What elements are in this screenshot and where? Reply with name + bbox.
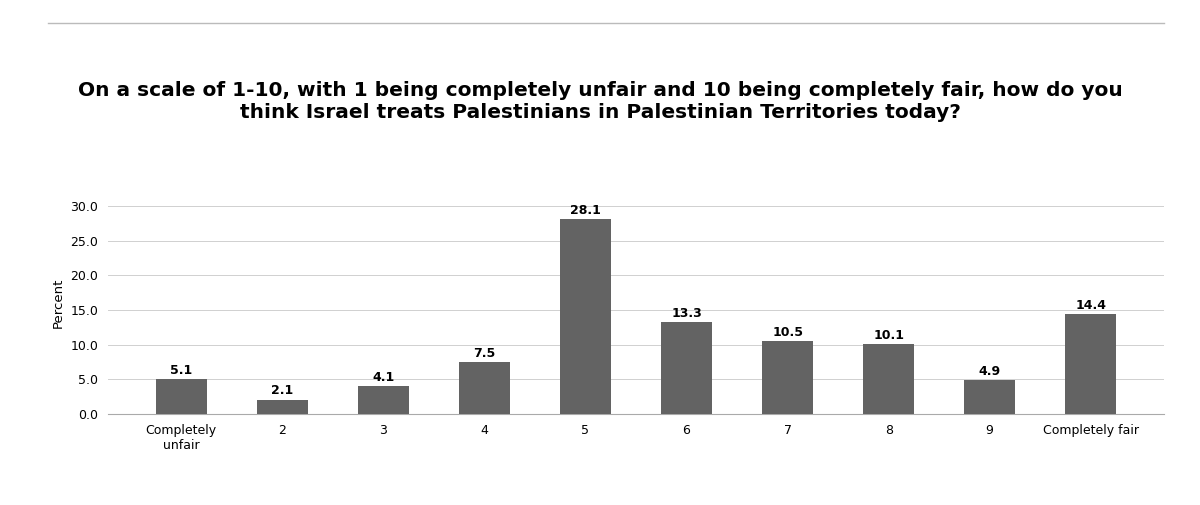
Text: 13.3: 13.3 — [671, 307, 702, 320]
Bar — [460, 362, 510, 414]
Text: 28.1: 28.1 — [570, 204, 601, 217]
Text: 4.1: 4.1 — [372, 371, 395, 384]
Bar — [1066, 314, 1116, 414]
Bar — [762, 341, 812, 414]
Text: 14.4: 14.4 — [1075, 299, 1106, 312]
Text: 10.1: 10.1 — [874, 329, 904, 342]
Bar — [560, 219, 611, 414]
Text: 4.9: 4.9 — [979, 365, 1001, 378]
Text: 7.5: 7.5 — [473, 347, 496, 360]
Bar — [358, 386, 409, 414]
Bar — [965, 380, 1015, 414]
Y-axis label: Percent: Percent — [52, 278, 65, 328]
Text: 10.5: 10.5 — [772, 326, 803, 339]
Text: On a scale of 1-10, with 1 being completely unfair and 10 being completely fair,: On a scale of 1-10, with 1 being complet… — [78, 80, 1122, 122]
Bar — [863, 344, 914, 414]
Text: 5.1: 5.1 — [170, 364, 192, 377]
Text: 2.1: 2.1 — [271, 384, 294, 397]
Bar — [257, 399, 307, 414]
Bar — [156, 379, 206, 414]
Bar — [661, 322, 712, 414]
